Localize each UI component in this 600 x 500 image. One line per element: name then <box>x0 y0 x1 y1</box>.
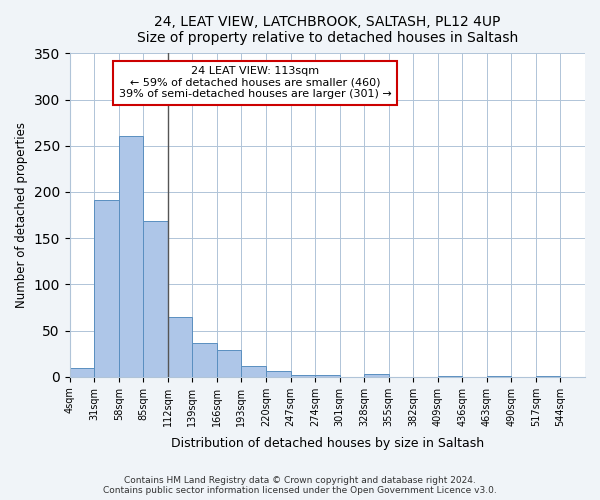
X-axis label: Distribution of detached houses by size in Saltash: Distribution of detached houses by size … <box>171 437 484 450</box>
Bar <box>315 375 340 377</box>
Bar <box>119 136 143 377</box>
Bar <box>193 342 217 377</box>
Bar <box>217 350 241 377</box>
Bar <box>364 374 389 377</box>
Title: 24, LEAT VIEW, LATCHBROOK, SALTASH, PL12 4UP
Size of property relative to detach: 24, LEAT VIEW, LATCHBROOK, SALTASH, PL12… <box>137 15 518 45</box>
Bar <box>266 371 290 377</box>
Bar <box>438 376 462 377</box>
Bar <box>70 368 94 377</box>
Text: Contains HM Land Registry data © Crown copyright and database right 2024.
Contai: Contains HM Land Registry data © Crown c… <box>103 476 497 495</box>
Bar <box>168 316 193 377</box>
Bar <box>487 376 511 377</box>
Bar <box>241 366 266 377</box>
Y-axis label: Number of detached properties: Number of detached properties <box>15 122 28 308</box>
Bar <box>536 376 560 377</box>
Bar <box>94 200 119 377</box>
Text: 24 LEAT VIEW: 113sqm
← 59% of detached houses are smaller (460)
39% of semi-deta: 24 LEAT VIEW: 113sqm ← 59% of detached h… <box>119 66 392 100</box>
Bar <box>290 375 315 377</box>
Bar <box>143 220 168 377</box>
